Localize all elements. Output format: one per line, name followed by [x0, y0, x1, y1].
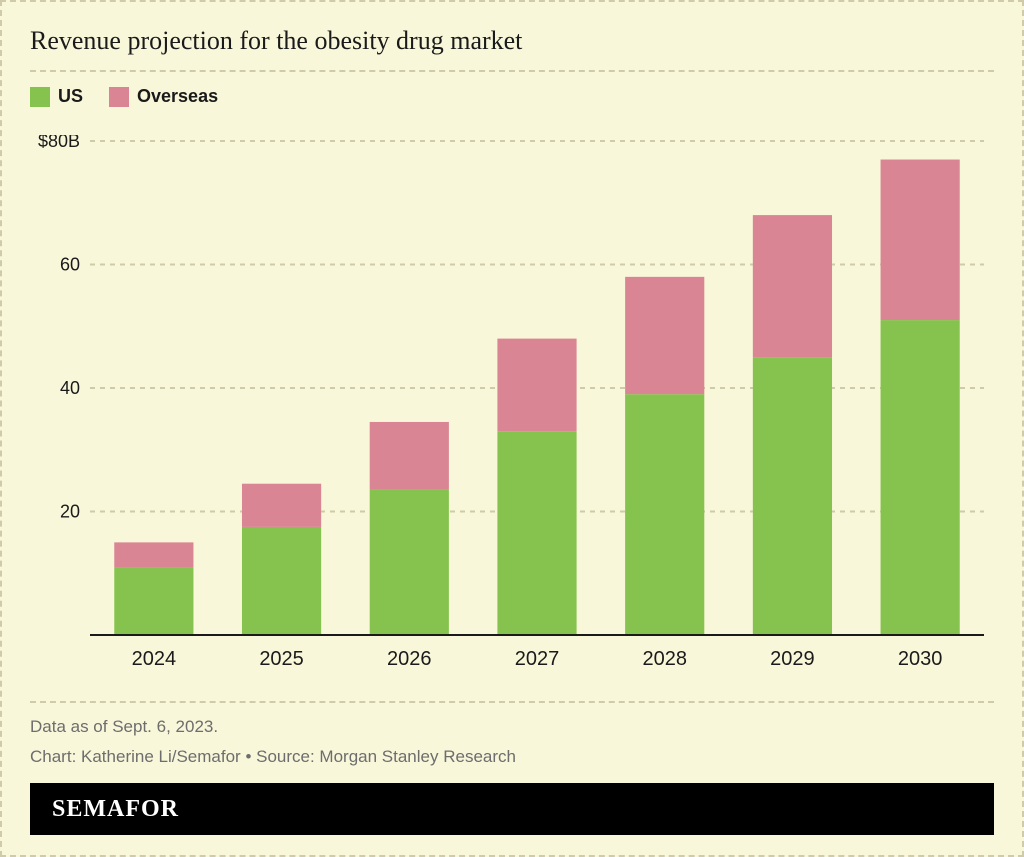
y-axis-label: 20: [60, 502, 80, 522]
chart-card: Revenue projection for the obesity drug …: [0, 0, 1024, 857]
chart-plot-area: 20 40 60 $80B 2024 2025 2026 2027 2028 2029 2030: [30, 135, 994, 675]
bar-segment: [753, 215, 832, 357]
bar-segment: [497, 339, 576, 432]
bar-segment: [881, 320, 960, 635]
legend-swatch-us: [30, 87, 50, 107]
bar-segment: [753, 357, 832, 635]
x-axis-label: 2028: [642, 648, 687, 670]
bar-segment: [370, 490, 449, 635]
bar-segment: [370, 422, 449, 490]
header-divider: [30, 70, 994, 72]
y-axis-label: 60: [60, 255, 80, 275]
bar-segment: [881, 160, 960, 321]
legend: US Overseas: [30, 86, 994, 107]
x-axis-label: 2025: [259, 648, 304, 670]
credit-note: Chart: Katherine Li/Semafor • Source: Mo…: [30, 747, 994, 767]
legend-item-us: US: [30, 86, 83, 107]
stacked-bar-chart: 20 40 60 $80B 2024 2025 2026 2027 2028 2029 2030: [30, 135, 994, 675]
brand-wordmark: SEMAFOR: [52, 796, 179, 823]
x-axis-label: 2030: [898, 648, 943, 670]
bar-segment: [242, 484, 321, 527]
brand-bar: SEMAFOR: [30, 783, 994, 835]
bar-segment: [242, 527, 321, 635]
bar-segment: [625, 394, 704, 635]
bar-segment: [114, 542, 193, 567]
x-axis-label: 2029: [770, 648, 815, 670]
legend-swatch-overseas: [109, 87, 129, 107]
bar-segment: [625, 277, 704, 394]
bar-segment: [114, 567, 193, 635]
y-axis-label: 40: [60, 378, 80, 398]
x-axis-label: 2026: [387, 648, 432, 670]
chart-title: Revenue projection for the obesity drug …: [30, 26, 994, 56]
legend-item-overseas: Overseas: [109, 86, 218, 107]
bar-segment: [497, 431, 576, 635]
x-axis-label: 2024: [132, 648, 177, 670]
legend-label-overseas: Overseas: [137, 86, 218, 107]
footer-divider: [30, 701, 994, 703]
y-axis-label: $80B: [38, 135, 80, 151]
data-asof-note: Data as of Sept. 6, 2023.: [30, 717, 994, 737]
legend-label-us: US: [58, 86, 83, 107]
x-axis-label: 2027: [515, 648, 560, 670]
